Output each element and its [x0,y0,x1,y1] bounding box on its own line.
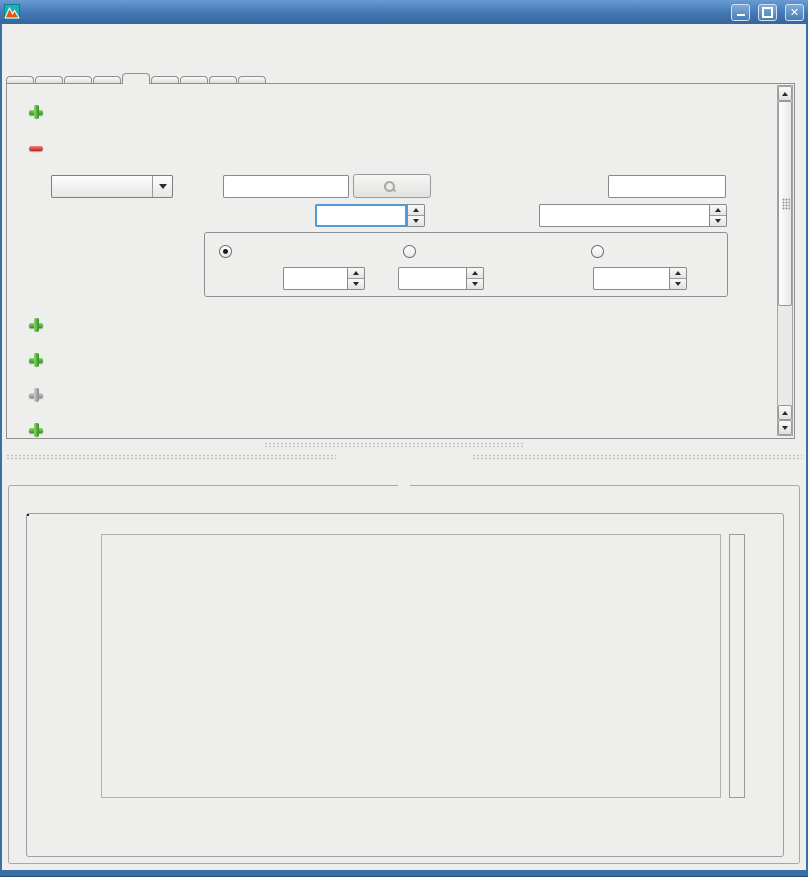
title-bar[interactable]: ✕ [0,0,808,24]
app-icon [4,4,20,20]
collapse-minus-icon[interactable] [29,141,43,155]
spin-buttons[interactable] [709,204,727,227]
spin-down-icon[interactable] [670,279,686,289]
radio-constant-step-size[interactable] [219,243,238,259]
scroll-up-button-bottom[interactable] [778,405,792,420]
arrow-down-icon [782,426,788,430]
start-image-groupbox [26,513,784,857]
to-spinbox[interactable] [398,267,484,290]
measurement-groupbox [8,485,800,864]
close-button[interactable]: ✕ [785,4,804,21]
minimize-icon [737,14,745,16]
splitter-handle[interactable] [264,442,524,448]
thumb-grip-icon [782,198,790,210]
radio-specific-values[interactable] [403,243,422,259]
scroll-down-button[interactable] [778,420,792,435]
magnifier-icon [383,180,396,193]
radio-unselected-icon[interactable] [403,245,416,258]
close-icon: ✕ [790,7,799,18]
browse-button [353,174,431,198]
heatmap-canvas[interactable] [101,534,721,798]
window-border-bottom [0,870,808,877]
tab-bar [6,59,794,84]
actions-tab-panel [6,83,795,439]
menu-modes[interactable] [26,34,42,38]
scan-level-1-row[interactable] [29,317,52,333]
scroll-up-button[interactable] [778,86,792,101]
number-of-steps-spinbox[interactable] [315,204,425,227]
radio-selected-icon[interactable] [219,245,232,258]
spin-down-icon[interactable] [408,216,424,226]
measurement-legend [9,477,799,492]
spin-up-icon[interactable] [710,205,726,216]
scan-level-0-row[interactable] [29,140,52,156]
spin-buttons[interactable] [407,204,425,227]
action-before-frame-row[interactable] [29,352,52,368]
radio-unselected-icon[interactable] [591,245,604,258]
additional-parameter-input[interactable] [608,175,726,198]
spin-buttons[interactable] [466,267,484,290]
menu-bar [2,24,806,48]
spin-down-icon[interactable] [348,279,364,289]
spin-buttons[interactable] [347,267,365,290]
maximize-icon [762,7,773,18]
application-window: ✕ [0,0,808,877]
combobox-arrow[interactable] [152,176,172,197]
chevron-down-icon [159,184,167,189]
tab-actions[interactable] [122,73,150,84]
expand-plus-icon[interactable] [29,318,43,332]
colorbar [729,534,745,798]
precision-spinbox[interactable] [539,204,727,227]
expand-plus-icon[interactable] [29,105,43,119]
action-at-start-row[interactable] [29,104,52,120]
scan-mode-combobox[interactable] [51,175,173,198]
zoom-selection-box [27,514,29,516]
radio-values-from-file[interactable] [591,243,610,259]
positions-row [29,387,52,403]
menu-help[interactable] [44,34,60,38]
scrollbar-thumb[interactable] [778,101,792,306]
arrow-up-icon [782,92,788,96]
minimize-button[interactable] [731,4,750,21]
from-spinbox[interactable] [283,267,365,290]
menu-utilities[interactable] [8,34,24,38]
splitter-texture-left [6,454,336,460]
spin-up-icon[interactable] [670,268,686,279]
spin-down-icon[interactable] [710,216,726,226]
maximize-button[interactable] [758,4,777,21]
spin-up-icon[interactable] [348,268,364,279]
scan-script-input[interactable] [223,175,349,198]
spin-up-icon[interactable] [467,268,483,279]
expand-plus-disabled-icon [29,388,43,402]
step-size-spinbox[interactable] [593,267,687,290]
splitter-texture-right [472,454,802,460]
vertical-scrollbar[interactable] [777,85,793,436]
spin-buttons[interactable] [669,267,687,290]
header-before-frame-row[interactable] [29,422,52,438]
step-mode-groupbox [204,232,728,297]
expand-plus-icon[interactable] [29,353,43,367]
dock-splitter[interactable] [2,437,806,476]
expand-plus-icon[interactable] [29,423,43,437]
arrow-up-icon [782,411,788,415]
spin-down-icon[interactable] [467,279,483,289]
spin-up-icon[interactable] [408,205,424,216]
